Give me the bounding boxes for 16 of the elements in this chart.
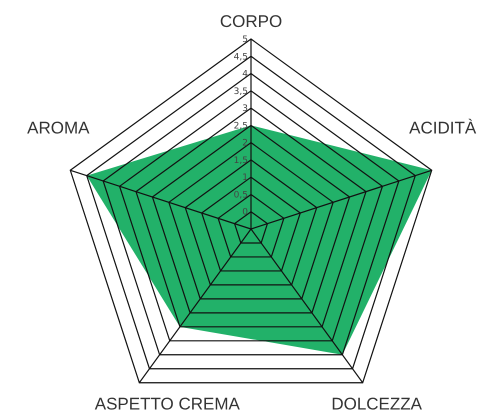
y-tick-label: 1,5 bbox=[234, 156, 248, 166]
spoke-label: DOLCEZZA bbox=[331, 394, 423, 412]
y-tick-label: 4 bbox=[242, 70, 248, 80]
spoke-label: ACIDITÀ bbox=[409, 118, 477, 138]
y-tick-label: 3 bbox=[242, 104, 248, 114]
spoke-label: AROMA bbox=[27, 118, 90, 138]
y-tick-label: 2 bbox=[242, 138, 248, 149]
y-tick-label: 0 bbox=[242, 208, 248, 218]
y-tick-label: 1 bbox=[242, 173, 248, 184]
spoke-label: ASPETTO CREMA bbox=[94, 394, 241, 412]
y-tick-label: 0,5 bbox=[234, 190, 248, 200]
spoke-label: CORPO bbox=[220, 12, 282, 31]
y-tick-label: 4,5 bbox=[234, 52, 248, 62]
y-tick-label: 5 bbox=[242, 35, 248, 45]
y-tick-label: 2,5 bbox=[234, 121, 248, 132]
y-tick-label: 3,5 bbox=[234, 86, 248, 97]
